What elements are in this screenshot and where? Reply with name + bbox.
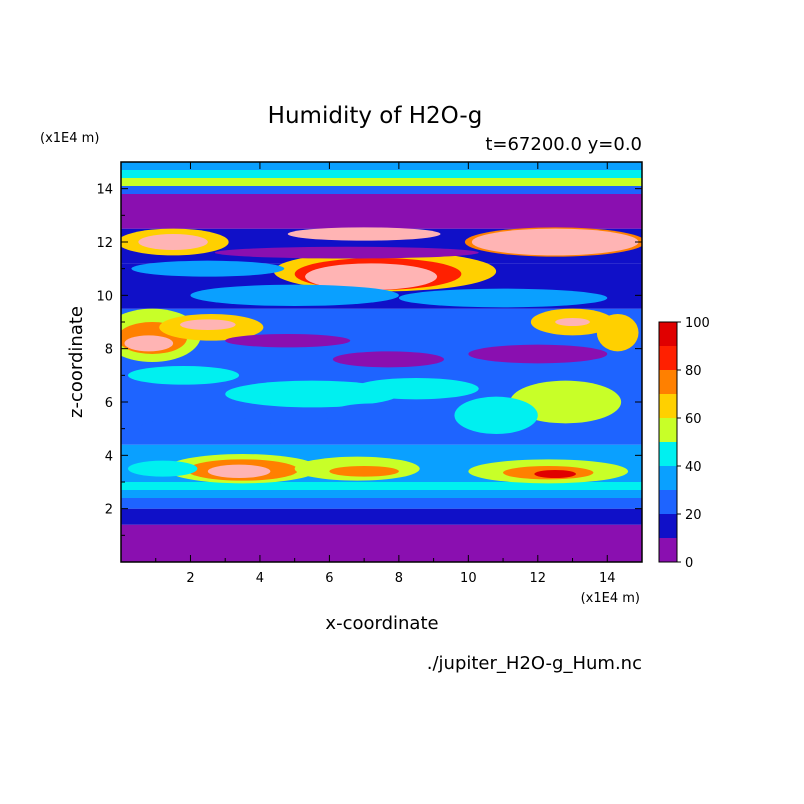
colorbar-label: 40 (685, 460, 702, 475)
humidity-layer (121, 508, 642, 525)
humidity-feature (555, 318, 590, 326)
chart-title: Humidity of H2O-g (268, 103, 483, 129)
colorbar-label: 60 (685, 412, 702, 427)
colorbar-swatch (659, 322, 677, 346)
colorbar-label: 80 (685, 364, 702, 379)
source-file-label: ./jupiter_H2O-g_Hum.nc (427, 653, 642, 674)
humidity-layer (121, 498, 642, 509)
humidity-feature (138, 234, 208, 250)
colorbar-swatch (659, 346, 677, 370)
x-tick-label: 12 (530, 571, 547, 586)
colorbar-swatch (659, 442, 677, 466)
x-tick-label: 2 (186, 571, 194, 586)
colorbar-swatch (659, 538, 677, 562)
humidity-feature (398, 288, 608, 308)
colorbar-swatch (659, 418, 677, 442)
humidity-feature (353, 378, 479, 400)
humidity-feature (138, 416, 278, 441)
y-axis: 2 4 6 8 10 12 14 (96, 183, 642, 536)
humidity-feature (287, 227, 441, 241)
humidity-feature (131, 260, 285, 277)
y-tick-label: 2 (105, 503, 113, 518)
humidity-feature (225, 334, 351, 348)
humidity-feature (551, 394, 587, 410)
x-tick-label: 4 (256, 571, 264, 586)
humidity-feature (454, 396, 538, 435)
colorbar: 0 20 40 60 80 100 (658, 316, 710, 571)
humidity-feature (190, 284, 399, 307)
humidity-feature (214, 246, 479, 259)
x-axis: 2 4 6 8 10 12 14 (155, 162, 616, 586)
y-tick-label: 6 (105, 396, 113, 411)
colorbar-frame (658, 321, 678, 563)
humidity-feature (332, 351, 445, 368)
humidity-field (121, 162, 642, 562)
y-tick-label: 4 (105, 449, 113, 464)
colorbar-swatch (659, 514, 677, 538)
colorbar-label: 100 (685, 316, 710, 331)
colorbar-label: 20 (685, 508, 702, 523)
humidity-feature (325, 403, 424, 428)
humidity-feature (127, 366, 240, 385)
humidity-feature (207, 464, 271, 479)
colorbar-swatch (659, 370, 677, 394)
humidity-feature (534, 470, 577, 478)
x-tick-label: 6 (325, 571, 333, 586)
y-tick-label: 10 (96, 289, 113, 304)
humidity-feature (471, 228, 639, 256)
humidity-layer (121, 170, 642, 178)
y-unit-label: (x1E4 m) (40, 131, 99, 146)
humidity-feature (127, 460, 198, 477)
humidity-feature (329, 466, 399, 477)
x-tick-label: 14 (599, 571, 616, 586)
y-axis-title: z-coordinate (66, 306, 87, 418)
chart-subtitle: t=67200.0 y=0.0 (485, 134, 642, 155)
humidity-layer (121, 178, 642, 186)
humidity-feature (305, 263, 438, 290)
humidity-feature (596, 314, 639, 352)
x-tick-label: 8 (395, 571, 403, 586)
colorbar-swatch (659, 466, 677, 490)
x-tick-label: 10 (460, 571, 477, 586)
colorbar-swatch (659, 490, 677, 514)
humidity-layer (121, 482, 642, 490)
x-axis-title: x-coordinate (325, 613, 438, 634)
humidity-layer (121, 162, 642, 170)
y-tick-label: 8 (105, 343, 113, 358)
humidity-feature (180, 319, 236, 330)
y-tick-label: 12 (96, 236, 113, 251)
humidity-feature (124, 335, 174, 352)
y-tick-label: 14 (96, 183, 113, 198)
humidity-layer (121, 524, 642, 562)
humidity-layer (121, 490, 642, 498)
x-unit-label: (x1E4 m) (581, 591, 640, 606)
humidity-layer (121, 194, 642, 229)
colorbar-label: 0 (685, 556, 693, 571)
humidity-layer (121, 186, 642, 194)
plot-frame (120, 161, 643, 563)
humidity-feature (468, 344, 608, 364)
colorbar-swatch (659, 394, 677, 418)
